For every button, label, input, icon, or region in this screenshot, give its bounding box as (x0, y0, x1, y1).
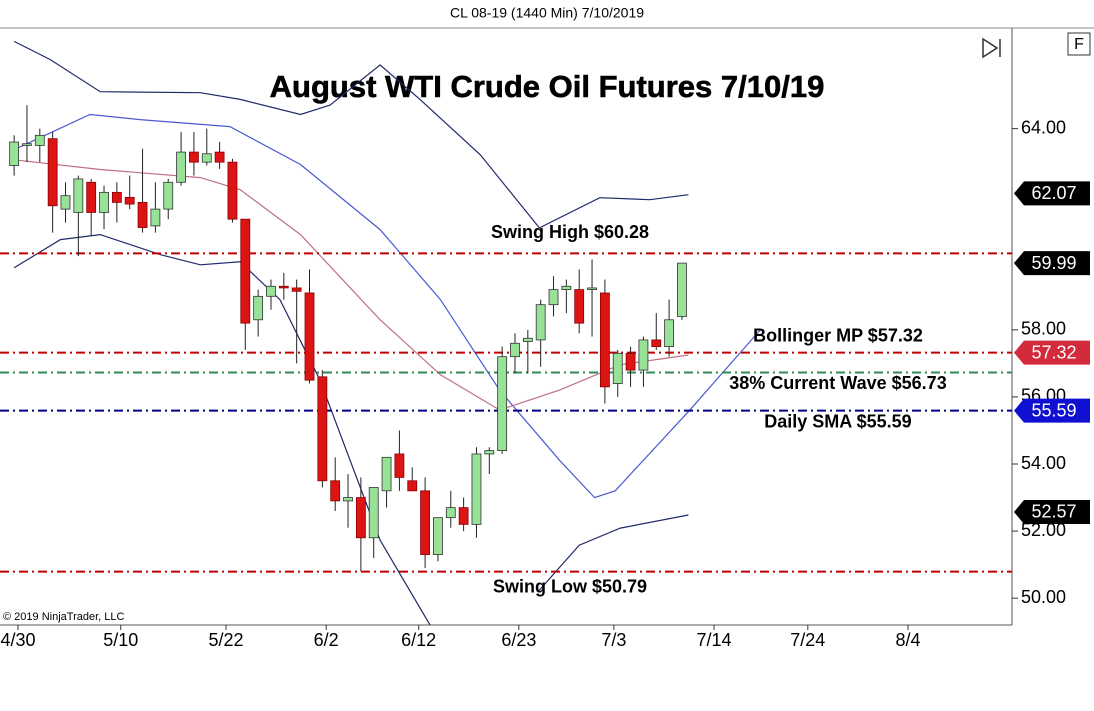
candle-body (253, 295, 264, 321)
candle-body (266, 285, 276, 297)
x-tick-label: 7/24 (790, 630, 825, 650)
y-tick-label: 64.00 (1021, 117, 1066, 137)
x-tick-label: 5/10 (103, 630, 138, 650)
candle-body (343, 497, 353, 502)
y-tick-label: 54.00 (1021, 453, 1066, 473)
candle-body (34, 134, 45, 146)
y-tick-label: 50.00 (1021, 587, 1066, 607)
candle-body (625, 352, 636, 371)
candle-body (317, 376, 328, 482)
candle-body (137, 202, 148, 228)
candle-body (176, 151, 186, 183)
copyright: © 2019 NinjaTrader, LLC (3, 611, 124, 623)
candle-body (522, 337, 533, 342)
corner-button[interactable] (1067, 32, 1091, 56)
candle-body (394, 453, 405, 478)
candle-body (86, 181, 97, 213)
candle-body (278, 285, 289, 289)
candle-body (214, 151, 225, 163)
candle-body (22, 143, 32, 146)
candle-body (163, 181, 174, 210)
indicator-line (14, 159, 689, 411)
x-tick-label: 7/3 (601, 630, 626, 650)
candle-body (612, 352, 623, 384)
candle-body (471, 453, 482, 525)
reference-label: Daily SMA $55.59 (764, 411, 911, 431)
indicator-line (13, 233, 689, 625)
candle-body (189, 151, 199, 163)
x-tick-label: 6/23 (501, 630, 536, 650)
candle-body (111, 191, 122, 203)
candle-body (574, 289, 585, 324)
indicator-line (13, 113, 761, 499)
candle-body (73, 178, 84, 213)
candle-body (227, 161, 238, 220)
y-tick-label: 58.00 (1021, 319, 1066, 339)
candle-body (47, 138, 58, 207)
candle-body (330, 480, 341, 502)
corner-button-label[interactable]: F (1074, 36, 1084, 53)
price-tag (1014, 398, 1090, 423)
price-tag (1014, 340, 1090, 365)
candle-body (60, 195, 71, 210)
candle-body (9, 141, 20, 166)
price-tag-label: 57.32 (1031, 342, 1076, 362)
candle-body (510, 342, 520, 358)
candle-body (638, 339, 649, 371)
y-tick-label: 52.00 (1021, 520, 1066, 540)
x-tick-label: 6/12 (401, 630, 436, 650)
candle-body (240, 218, 251, 324)
candle-body (599, 292, 610, 388)
candle-body (368, 487, 379, 539)
candle-body (433, 517, 443, 555)
indicator-line (13, 40, 689, 229)
scroll-end-icon[interactable] (982, 37, 1001, 59)
plot-area: August WTI Crude Oil Futures 7/10/19 Swin… (0, 40, 1012, 625)
x-tick-label: 8/4 (895, 630, 920, 650)
reference-label: Swing Low $50.79 (493, 576, 647, 596)
price-tag (1014, 251, 1090, 276)
candle-body (150, 208, 161, 227)
candle-body (561, 285, 572, 291)
candle-body (497, 356, 508, 451)
candle-body (484, 450, 495, 455)
candle-body (445, 507, 456, 519)
candle-body (587, 287, 597, 291)
candle-body (407, 480, 418, 492)
price-tag-label: 55.59 (1031, 400, 1076, 420)
reference-label: 38% Current Wave $56.73 (729, 373, 946, 393)
candle-body (458, 507, 469, 525)
price-tag-label: 52.57 (1031, 502, 1076, 522)
candle-body (420, 490, 430, 555)
reference-label: Bollinger MP $57.32 (753, 325, 923, 345)
candle-body (355, 497, 366, 539)
candle-body (291, 287, 302, 292)
reference-label: Swing High $60.28 (491, 222, 649, 242)
header: CL 08-19 (1440 Min) 7/10/2019 (450, 5, 644, 21)
price-tag (1014, 181, 1090, 206)
candle-body (99, 191, 109, 213)
candle-body (304, 292, 315, 381)
x-tick-label: 4/30 (0, 630, 35, 650)
price-tag (1014, 499, 1090, 524)
candle-body (124, 196, 135, 205)
x-tick-label: 5/22 (209, 630, 244, 650)
x-tick-label: 6/2 (314, 630, 339, 650)
x-tick-label: 7/14 (697, 630, 732, 650)
candle-body (548, 289, 559, 306)
candle-body (201, 153, 212, 163)
price-tag-label: 59.99 (1031, 253, 1076, 273)
chart-title: August WTI Crude Oil Futures 7/10/19 (270, 69, 825, 104)
candle-body (664, 319, 675, 348)
candle-body (535, 304, 546, 341)
price-tag-label: 62.07 (1031, 183, 1076, 203)
candle-body (381, 456, 392, 492)
candle-body (677, 262, 687, 317)
candle-body (651, 339, 662, 348)
